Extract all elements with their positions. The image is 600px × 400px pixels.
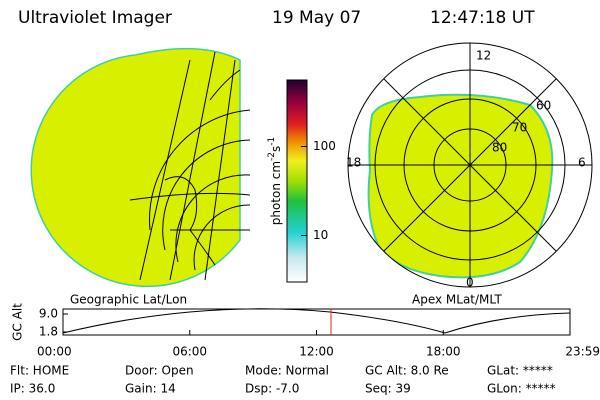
status-field: IP: 36.0 (10, 382, 55, 396)
colorbar-tick-label: 100 (313, 139, 336, 153)
geo-image (30, 47, 250, 288)
status-field: Gain: 14 (125, 382, 176, 396)
status-field: GC Alt: 8.0 Re (365, 364, 449, 378)
lat-label: 60 (536, 99, 551, 113)
colorbar (286, 79, 308, 283)
mlt-label: 0 (466, 276, 474, 290)
altitude-curve (62, 308, 571, 334)
status-field: Mode: Normal (245, 364, 329, 378)
lat-label: 80 (492, 141, 507, 155)
time: 12:47:18 UT (430, 8, 535, 28)
x-tick-label: 06:00 (172, 345, 207, 359)
status-field: GLat: ***** (487, 364, 553, 378)
x-tick-label: 18:00 (426, 345, 461, 359)
mlt-label: 6 (578, 156, 586, 170)
status-field: Flt: HOME (10, 364, 69, 378)
status-field: Door: Open (125, 364, 194, 378)
status-field: Seq: 39 (365, 382, 411, 396)
x-tick-label: 12:00 (299, 345, 334, 359)
colorbar-label: photon cm-2s-1 (267, 137, 283, 226)
status-field: GLon: ***** (487, 382, 556, 396)
polar-image (347, 42, 593, 288)
x-tick-label: 23:59 (565, 345, 600, 359)
lat-label: 70 (512, 121, 527, 135)
mlt-label: 18 (346, 156, 361, 170)
x-tick-label: 00:00 (37, 345, 72, 359)
y-tick-label: 9.0 (39, 307, 58, 321)
colorbar-tick-label: 10 (313, 228, 328, 242)
date: 19 May 07 (272, 8, 361, 28)
polar-label: Apex MLat/MLT (412, 293, 502, 307)
title: Ultraviolet Imager (18, 8, 172, 28)
geo-label: Geographic Lat/Lon (70, 293, 187, 307)
status-field: Dsp: -7.0 (245, 382, 299, 396)
mlt-label: 12 (476, 49, 491, 63)
altitude-axis-label: GC Alt (11, 303, 25, 341)
y-tick-label: 1.8 (39, 325, 58, 339)
